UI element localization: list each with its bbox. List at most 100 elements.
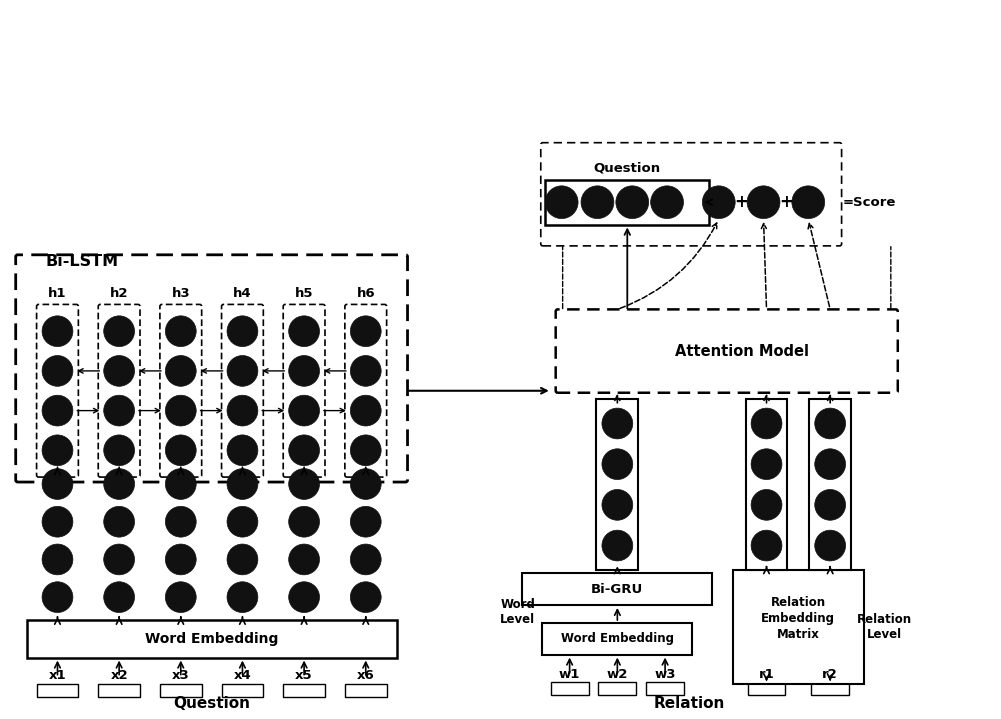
Circle shape xyxy=(104,469,134,500)
Text: h4: h4 xyxy=(233,287,252,300)
Text: Attention Model: Attention Model xyxy=(675,344,809,359)
Circle shape xyxy=(288,544,319,574)
Bar xyxy=(551,682,589,695)
Circle shape xyxy=(288,469,319,500)
Circle shape xyxy=(104,582,134,613)
Text: Bi-LSTM: Bi-LSTM xyxy=(45,255,119,269)
Circle shape xyxy=(350,544,381,574)
Circle shape xyxy=(165,316,196,347)
Text: h1: h1 xyxy=(48,287,67,300)
Circle shape xyxy=(165,395,196,426)
Circle shape xyxy=(288,355,319,386)
Text: Word Embedding: Word Embedding xyxy=(561,632,674,646)
Circle shape xyxy=(42,316,73,347)
Circle shape xyxy=(42,435,73,466)
Circle shape xyxy=(165,469,196,500)
Text: h3: h3 xyxy=(171,287,190,300)
Bar xyxy=(748,682,786,695)
Circle shape xyxy=(815,530,846,561)
Text: Word Embedding: Word Embedding xyxy=(145,632,278,646)
Circle shape xyxy=(751,530,782,561)
Circle shape xyxy=(350,582,381,613)
Circle shape xyxy=(792,186,825,219)
Circle shape xyxy=(104,506,134,537)
Text: h6: h6 xyxy=(356,287,375,300)
Text: Relation
Embedding
Matrix: Relation Embedding Matrix xyxy=(762,597,836,641)
Circle shape xyxy=(104,435,134,466)
Text: x2: x2 xyxy=(110,669,128,682)
Text: w2: w2 xyxy=(607,667,628,680)
Bar xyxy=(27,620,396,658)
Circle shape xyxy=(350,435,381,466)
Circle shape xyxy=(42,582,73,613)
Bar xyxy=(221,684,263,697)
Circle shape xyxy=(350,395,381,426)
Circle shape xyxy=(815,490,846,521)
Circle shape xyxy=(104,395,134,426)
Text: x3: x3 xyxy=(172,669,189,682)
Text: Question: Question xyxy=(173,696,250,711)
Circle shape xyxy=(602,408,633,439)
Bar xyxy=(811,682,849,695)
Text: Relation: Relation xyxy=(654,696,726,711)
Circle shape xyxy=(751,490,782,521)
Bar xyxy=(523,573,713,605)
Circle shape xyxy=(616,186,649,219)
Text: h2: h2 xyxy=(110,287,128,300)
Circle shape xyxy=(165,544,196,574)
Circle shape xyxy=(165,506,196,537)
Circle shape xyxy=(581,186,614,219)
Circle shape xyxy=(42,469,73,500)
Circle shape xyxy=(227,582,258,613)
Bar xyxy=(160,684,201,697)
Circle shape xyxy=(815,449,846,480)
Text: x5: x5 xyxy=(295,669,313,682)
Circle shape xyxy=(165,355,196,386)
Circle shape xyxy=(288,582,319,613)
Text: r1: r1 xyxy=(759,667,775,680)
Circle shape xyxy=(227,395,258,426)
Bar xyxy=(98,684,140,697)
Text: r2: r2 xyxy=(822,667,838,680)
FancyBboxPatch shape xyxy=(16,255,407,482)
Bar xyxy=(543,623,693,655)
FancyBboxPatch shape xyxy=(556,309,898,393)
Circle shape xyxy=(227,544,258,574)
Circle shape xyxy=(651,186,684,219)
Circle shape xyxy=(602,449,633,480)
Bar xyxy=(599,682,637,695)
Circle shape xyxy=(602,490,633,521)
Text: x6: x6 xyxy=(357,669,374,682)
Circle shape xyxy=(747,186,780,219)
Circle shape xyxy=(227,355,258,386)
Text: Relation
Level: Relation Level xyxy=(857,613,913,641)
FancyBboxPatch shape xyxy=(541,142,842,246)
Circle shape xyxy=(288,395,319,426)
Circle shape xyxy=(104,355,134,386)
Text: +: + xyxy=(734,193,748,211)
Bar xyxy=(345,684,386,697)
FancyBboxPatch shape xyxy=(160,304,201,477)
Text: =Score: =Score xyxy=(843,196,897,209)
Text: w1: w1 xyxy=(559,667,581,680)
Circle shape xyxy=(104,544,134,574)
FancyBboxPatch shape xyxy=(37,304,78,477)
Circle shape xyxy=(288,316,319,347)
Bar xyxy=(647,682,684,695)
Circle shape xyxy=(227,435,258,466)
Circle shape xyxy=(104,316,134,347)
Circle shape xyxy=(350,316,381,347)
Circle shape xyxy=(42,355,73,386)
Bar xyxy=(809,399,851,570)
Circle shape xyxy=(165,582,196,613)
Circle shape xyxy=(288,506,319,537)
FancyBboxPatch shape xyxy=(98,304,140,477)
Text: Bi-GRU: Bi-GRU xyxy=(592,582,644,596)
Circle shape xyxy=(227,469,258,500)
Circle shape xyxy=(350,355,381,386)
Text: +: + xyxy=(779,193,793,211)
FancyBboxPatch shape xyxy=(283,304,325,477)
Circle shape xyxy=(288,435,319,466)
Bar xyxy=(37,684,78,697)
Circle shape xyxy=(815,408,846,439)
